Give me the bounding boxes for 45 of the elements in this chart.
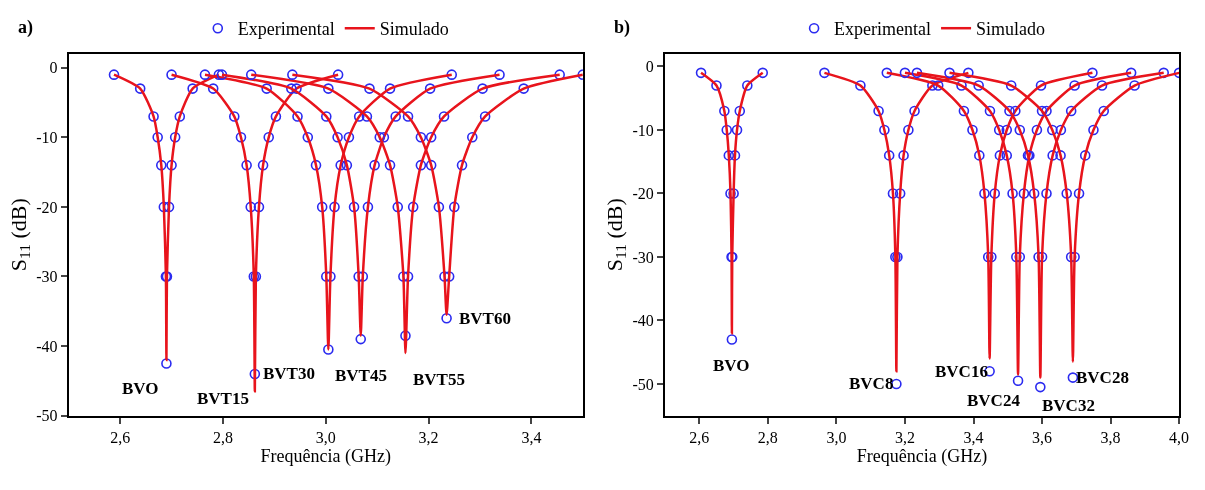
annotation: BVC28 xyxy=(1076,368,1129,387)
legend-label: Simulado xyxy=(379,19,449,40)
x-tick-label: 4,0 xyxy=(1169,428,1190,446)
x-tick-label: 2,8 xyxy=(212,428,233,446)
y-tick-label: -50 xyxy=(632,375,654,393)
chart-title: a) xyxy=(18,17,33,38)
annotation: BVT15 xyxy=(197,389,249,408)
annotation: BVO xyxy=(713,356,750,375)
x-tick-label: 3,6 xyxy=(1032,428,1053,446)
legend-label: Simulado xyxy=(976,19,1046,40)
annotation: BVT30 xyxy=(263,364,315,383)
annotation: BVT55 xyxy=(413,370,465,389)
annotation: BVC8 xyxy=(849,374,894,393)
x-tick-label: 3,2 xyxy=(894,428,915,446)
y-tick-label: -10 xyxy=(36,128,58,146)
annotation: BVC16 xyxy=(935,362,988,381)
legend-label: Experimental xyxy=(834,19,932,40)
annotation: BVO xyxy=(122,379,159,398)
y-tick-label: -40 xyxy=(632,312,654,330)
x-tick-label: 3,0 xyxy=(826,428,847,446)
y-tick-label: -30 xyxy=(632,248,654,266)
annotation: BVT45 xyxy=(335,366,387,385)
x-tick-label: 2,6 xyxy=(689,428,710,446)
x-axis-title: Frequência (GHz) xyxy=(856,445,988,467)
x-tick-label: 2,8 xyxy=(757,428,778,446)
y-tick-label: -20 xyxy=(36,198,58,216)
y-tick-label: 0 xyxy=(645,58,654,76)
annotation: BVC32 xyxy=(1042,396,1095,415)
x-tick-label: 3,4 xyxy=(521,428,542,446)
x-tick-label: 3,2 xyxy=(418,428,439,446)
y-tick-label: -10 xyxy=(632,121,654,139)
annotation: BVC24 xyxy=(967,391,1021,410)
x-tick-label: 3,4 xyxy=(963,428,984,446)
legend-label: Experimental xyxy=(237,19,335,40)
x-tick-label: 2,6 xyxy=(110,428,131,446)
x-axis-title: Frequência (GHz) xyxy=(260,445,392,467)
x-tick-label: 3,8 xyxy=(1100,428,1121,446)
y-tick-label: -20 xyxy=(632,185,654,203)
y-tick-label: -30 xyxy=(36,268,58,286)
annotation: BVT60 xyxy=(459,309,511,328)
y-tick-label: 0 xyxy=(49,59,58,77)
chart-title: b) xyxy=(614,17,631,38)
y-tick-label: -40 xyxy=(36,337,58,355)
y-tick-label: -50 xyxy=(36,407,58,425)
x-tick-label: 3,0 xyxy=(315,428,336,446)
